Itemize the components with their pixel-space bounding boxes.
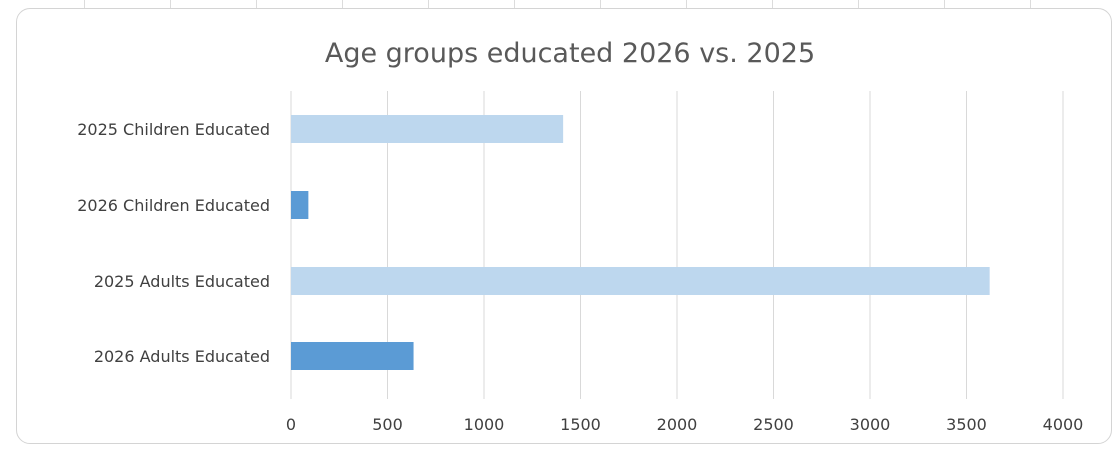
category-label: 2025 Adults Educated xyxy=(94,272,270,291)
x-tick-label: 2000 xyxy=(657,415,698,434)
bar-chart: Age groups educated 2026 vs. 2025 2025 C… xyxy=(77,38,1083,434)
chart-title: Age groups educated 2026 vs. 2025 xyxy=(325,38,815,69)
category-label: 2026 Children Educated xyxy=(77,196,270,215)
x-tick-label: 3000 xyxy=(850,415,891,434)
chart-area[interactable]: Age groups educated 2026 vs. 2025 2025 C… xyxy=(16,8,1112,444)
category-label: 2026 Adults Educated xyxy=(94,347,270,366)
bars xyxy=(291,115,990,370)
x-axis-ticks: 0 500 1000 1500 2000 2500 3000 3500 4000 xyxy=(286,415,1083,434)
x-tick-label: 1500 xyxy=(560,415,601,434)
x-tick-label: 3500 xyxy=(946,415,987,434)
bar[interactable] xyxy=(291,267,990,295)
x-tick-label: 0 xyxy=(286,415,296,434)
category-labels: 2025 Children Educated 2026 Children Educ… xyxy=(77,120,270,366)
bar[interactable] xyxy=(291,342,414,370)
bar[interactable] xyxy=(291,191,309,219)
x-tick-label: 1000 xyxy=(464,415,505,434)
x-tick-label: 500 xyxy=(372,415,403,434)
category-label: 2025 Children Educated xyxy=(77,120,270,139)
bar[interactable] xyxy=(291,115,564,143)
x-tick-label: 2500 xyxy=(753,415,794,434)
x-tick-label: 4000 xyxy=(1043,415,1084,434)
sheet-gridlines xyxy=(0,0,1115,8)
